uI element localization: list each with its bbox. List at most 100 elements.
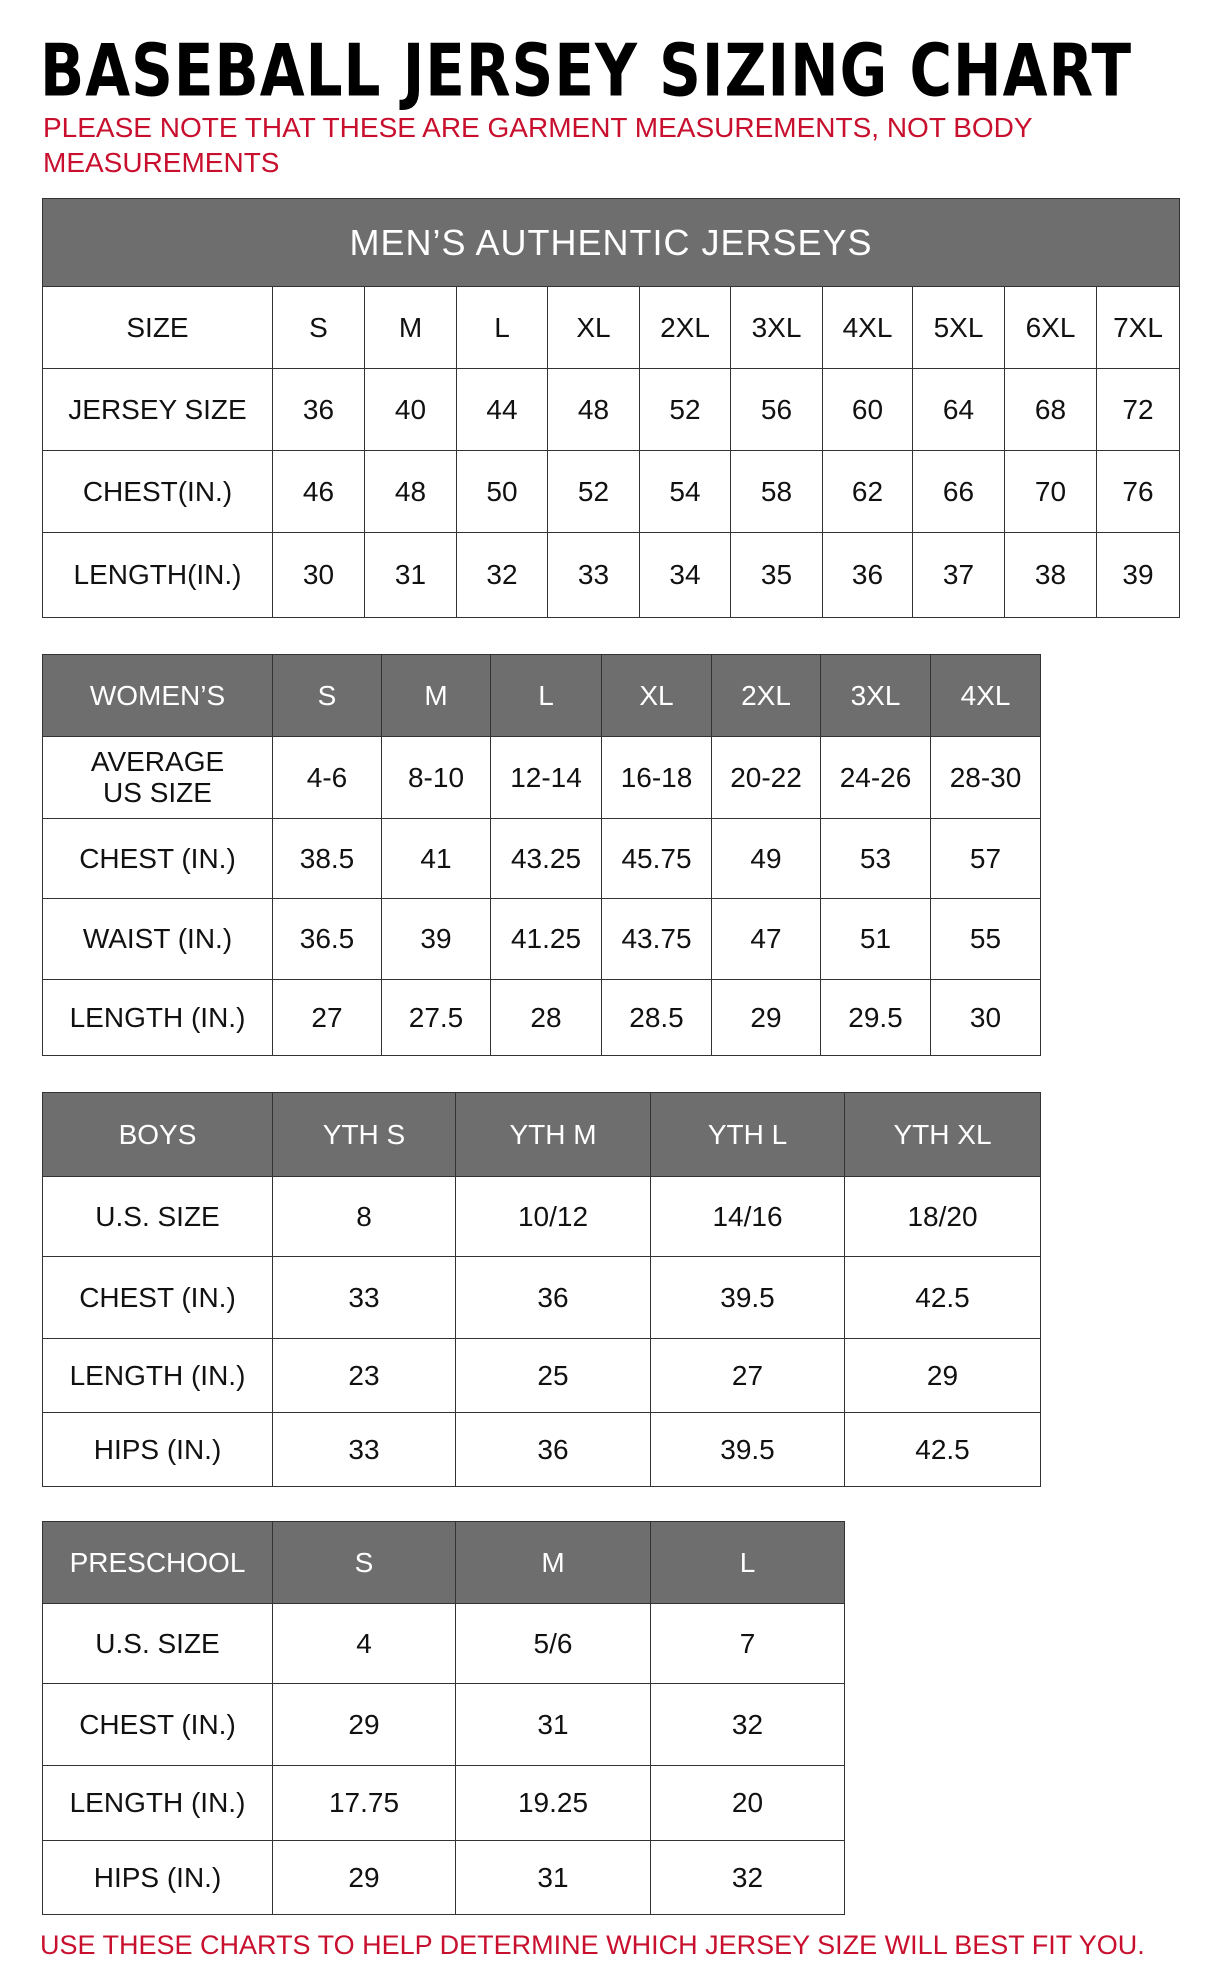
table-cell: 49 bbox=[711, 818, 821, 899]
table-cell: 38.5 bbox=[272, 818, 382, 899]
table-cell: 12-14 bbox=[490, 736, 602, 819]
table-cell: 55 bbox=[930, 898, 1041, 980]
size-column-header: L bbox=[650, 1521, 845, 1604]
table-cell: 29 bbox=[272, 1683, 456, 1766]
size-column-header: 3XL bbox=[820, 654, 931, 737]
row-label-text: LENGTH (IN.) bbox=[69, 1359, 246, 1391]
table-row: CHEST(IN.) 46 48 50 52 54 58 62 66 70 76 bbox=[42, 450, 1180, 533]
table-cell: 33 bbox=[547, 532, 640, 618]
table-cell: 29.5 bbox=[820, 979, 931, 1056]
size-column-header: S bbox=[272, 286, 365, 369]
row-label: U.S. SIZE bbox=[42, 1176, 273, 1257]
table-cell: 43.75 bbox=[601, 898, 712, 980]
table-cell: 37 bbox=[912, 532, 1005, 618]
row-label-text: CHEST (IN.) bbox=[79, 842, 236, 874]
row-label: WAIST (IN.) bbox=[42, 898, 273, 980]
row-label: LENGTH (IN.) bbox=[42, 1765, 273, 1841]
row-label-text: CHEST(IN.) bbox=[82, 475, 233, 507]
table-cell: 60 bbox=[822, 368, 913, 451]
table-cell: 20 bbox=[650, 1765, 845, 1841]
table-row: HIPS (IN.) 29 31 32 bbox=[42, 1840, 845, 1915]
table-cell: 38 bbox=[1004, 532, 1097, 618]
header-row: PRESCHOOL S M L bbox=[42, 1521, 845, 1604]
table-cell: 8-10 bbox=[381, 736, 491, 819]
table-cell: 46 bbox=[272, 450, 365, 533]
row-label: AVERAGE US SIZE bbox=[42, 736, 273, 819]
mens-size-table: MEN’S AUTHENTIC JERSEYS SIZE S M L XL 2XL 3XL 4X… bbox=[42, 198, 1180, 618]
table-cell: 32 bbox=[650, 1683, 845, 1766]
size-column-header: 3XL bbox=[730, 286, 823, 369]
row-label-text: LENGTH(IN.) bbox=[73, 559, 242, 590]
table-cell: 47 bbox=[711, 898, 821, 980]
table-cell: 51 bbox=[820, 898, 931, 980]
table-row: CHEST (IN.) 29 31 32 bbox=[42, 1683, 845, 1766]
table-cell: 31 bbox=[455, 1683, 651, 1766]
table-cell: 58 bbox=[730, 450, 823, 533]
table-cell: 43.25 bbox=[490, 818, 602, 899]
table-cell: 29 bbox=[272, 1840, 456, 1915]
row-label: CHEST (IN.) bbox=[42, 1256, 273, 1339]
table-cell: 14/16 bbox=[650, 1176, 845, 1257]
table-row: LENGTH(IN.) 30 31 32 33 34 35 36 37 38 39 bbox=[42, 532, 1180, 618]
table-cell: 16-18 bbox=[601, 736, 712, 819]
table-cell: 29 bbox=[844, 1338, 1041, 1413]
table-cell: 39.5 bbox=[650, 1412, 845, 1487]
size-column-header: 7XL bbox=[1096, 286, 1180, 369]
size-column-header: YTH S bbox=[272, 1092, 456, 1177]
row-label: HIPS (IN.) bbox=[42, 1412, 273, 1487]
preschool-size-table: PRESCHOOL S M L U.S. SIZE 4 5/6 7 CHEST (IN.) 29 3… bbox=[42, 1521, 845, 1915]
boys-size-table: BOYS YTH S YTH M YTH L YTH XL U.S. SIZE 8 10/12… bbox=[42, 1092, 1041, 1487]
row-label: LENGTH (IN.) bbox=[42, 979, 273, 1056]
table-cell: 52 bbox=[547, 450, 640, 533]
table-cell: 7 bbox=[650, 1603, 845, 1684]
page-title: BASEBALL JERSEY SIZING CHART bbox=[40, 28, 1133, 113]
table-cell: 31 bbox=[364, 532, 457, 618]
row-label-text: CHEST (IN.) bbox=[79, 1281, 236, 1313]
table-cell: 42.5 bbox=[844, 1256, 1041, 1339]
size-column-header: S bbox=[272, 1521, 456, 1604]
row-label-text: U.S. SIZE bbox=[95, 1627, 220, 1659]
table-cell: 53 bbox=[820, 818, 931, 899]
table-cell: 36 bbox=[272, 368, 365, 451]
row-label-text: CHEST (IN.) bbox=[79, 1708, 236, 1740]
size-column-header: 4XL bbox=[822, 286, 913, 369]
row-label: U.S. SIZE bbox=[42, 1603, 273, 1684]
table-row: AVERAGE US SIZE 4-6 8-10 12-14 16-18 20-22 24-… bbox=[42, 736, 1041, 819]
table-cell: 30 bbox=[272, 532, 365, 618]
table-cell: 39 bbox=[1096, 532, 1180, 618]
table-cell: 56 bbox=[730, 368, 823, 451]
table-cell: 8 bbox=[272, 1176, 456, 1257]
size-column-header: M bbox=[455, 1521, 651, 1604]
size-column-header: YTH M bbox=[455, 1092, 651, 1177]
row-label-text: HIPS (IN.) bbox=[93, 1861, 222, 1893]
size-column-header: XL bbox=[601, 654, 712, 737]
table-cell: 48 bbox=[547, 368, 640, 451]
table-cell: 23 bbox=[272, 1338, 456, 1413]
table-cell: 62 bbox=[822, 450, 913, 533]
table-cell: 28 bbox=[490, 979, 602, 1056]
size-column-header: 6XL bbox=[1004, 286, 1097, 369]
table-cell: 68 bbox=[1004, 368, 1097, 451]
table-title: MEN’S AUTHENTIC JERSEYS bbox=[42, 198, 1180, 287]
size-column-header: L bbox=[490, 654, 602, 737]
table-cell: 33 bbox=[272, 1412, 456, 1487]
table-cell: 33 bbox=[272, 1256, 456, 1339]
row-label-text: U.S. SIZE bbox=[95, 1200, 220, 1232]
table-cell: 70 bbox=[1004, 450, 1097, 533]
table-cell: 27 bbox=[650, 1338, 845, 1413]
table-cell: 32 bbox=[456, 532, 548, 618]
table-cell: 29 bbox=[711, 979, 821, 1056]
table-cell: 39 bbox=[381, 898, 491, 980]
table-row: LENGTH (IN.) 23 25 27 29 bbox=[42, 1338, 1041, 1413]
row-label: CHEST(IN.) bbox=[42, 450, 273, 533]
table-cell: 72 bbox=[1096, 368, 1180, 451]
table-cell: 66 bbox=[912, 450, 1005, 533]
table-cell: 42.5 bbox=[844, 1412, 1041, 1487]
row-label-text: LENGTH (IN.) bbox=[69, 1001, 246, 1033]
table-cell: 52 bbox=[639, 368, 731, 451]
row-label-text: HIPS (IN.) bbox=[93, 1433, 222, 1465]
table-cell: 25 bbox=[455, 1338, 651, 1413]
table-cell: 4-6 bbox=[272, 736, 382, 819]
table-cell: 36 bbox=[822, 532, 913, 618]
header-row: WOMEN’S S M L XL 2XL 3XL 4XL bbox=[42, 654, 1041, 737]
